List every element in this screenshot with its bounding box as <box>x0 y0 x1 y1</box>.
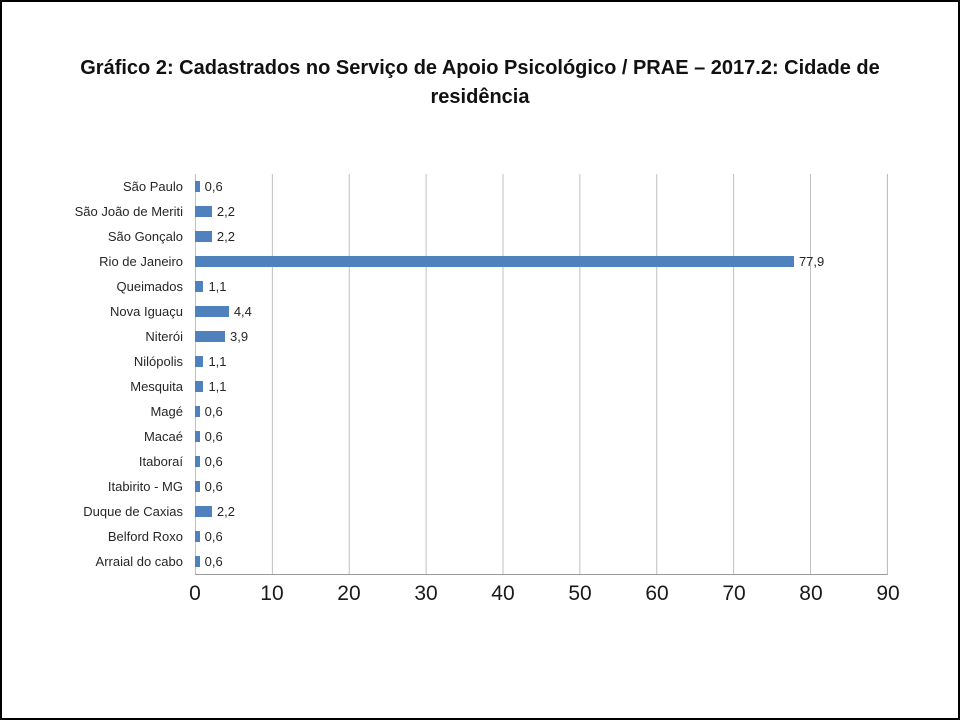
bar-row: 0,6 <box>195 524 887 549</box>
value-label: 0,6 <box>204 429 223 444</box>
category-label: Queimados <box>116 279 183 294</box>
value-label: 0,6 <box>204 554 223 569</box>
value-label: 3,9 <box>229 329 249 344</box>
bar <box>195 306 229 317</box>
value-label: 0,6 <box>204 479 223 494</box>
bar <box>195 206 212 217</box>
value-label: 77,9 <box>798 254 825 269</box>
value-label: 4,4 <box>233 304 252 319</box>
category-label: Rio de Janeiro <box>99 254 183 269</box>
category-label: São João de Meriti <box>74 204 183 219</box>
bar-row: 3,9 <box>195 324 887 349</box>
bar-row: 0,6 <box>195 174 887 199</box>
value-label: 2,2 <box>216 504 235 519</box>
category-label: Niterói <box>145 329 183 344</box>
category-label: Belford Roxo <box>107 529 183 544</box>
category-axis: São Paulo São João de Meriti São Gonçalo Ri… <box>45 174 195 575</box>
bar <box>195 531 200 542</box>
x-tick-label: 70 <box>722 582 746 605</box>
bar <box>195 281 204 292</box>
chart-title: Gráfico 2: Cadastrados no Serviço de Apo… <box>80 57 880 108</box>
bar-row: 2,2 <box>195 499 887 524</box>
bar-row: 0,6 <box>195 424 887 449</box>
bar <box>195 356 204 367</box>
bar-chart: São Paulo São João de Meriti São Gonçalo Ri… <box>45 174 900 611</box>
x-tick-label: 30 <box>414 582 438 605</box>
category-label: Itabirito - MG <box>107 479 183 494</box>
value-label: 1,1 <box>208 354 227 369</box>
x-tick-label: 90 <box>876 582 900 605</box>
value-label: 2,2 <box>216 204 235 219</box>
plot-wrap: São Paulo São João de Meriti São Gonçalo Ri… <box>45 174 888 575</box>
bar-row: 77,9 <box>195 249 887 274</box>
bar-row: 0,6 <box>195 474 887 499</box>
value-label: 0,6 <box>204 454 223 469</box>
x-tick-label: 60 <box>645 582 669 605</box>
x-tick-label: 40 <box>491 582 515 605</box>
bar <box>195 381 204 392</box>
bar-row: 0,6 <box>195 549 887 574</box>
bar <box>195 406 200 417</box>
value-label: 0,6 <box>204 404 223 419</box>
value-label: 0,6 <box>204 529 223 544</box>
category-label: Mesquita <box>130 379 183 394</box>
category-label: Macaé <box>143 429 183 444</box>
x-tick-label: 80 <box>799 582 823 605</box>
x-tick-label: 0 <box>189 582 201 605</box>
bar-row: 0,6 <box>195 399 887 424</box>
bar <box>195 431 200 442</box>
value-label: 2,2 <box>216 229 235 244</box>
value-label: 1,1 <box>208 279 227 294</box>
value-axis: 0 10 20 30 40 50 60 70 80 90 <box>189 575 900 611</box>
bar <box>195 481 200 492</box>
category-label: Nilópolis <box>133 354 183 369</box>
x-tick-label: 50 <box>568 582 592 605</box>
bar <box>195 331 225 342</box>
category-label: Duque de Caxias <box>83 504 183 519</box>
value-label: 0,6 <box>204 179 223 194</box>
bar <box>195 256 794 267</box>
plot-area: 0,6 2,2 2,2 77,9 1,1 4,4 3,9 1,1 1,1 0,6 0,6 0,6 0,6… <box>195 174 888 575</box>
bar-row: 0,6 <box>195 449 887 474</box>
bar-row: 1,1 <box>195 349 887 374</box>
category-label: São Paulo <box>123 179 183 194</box>
bar-row: 2,2 <box>195 224 887 249</box>
category-label: Magé <box>150 404 183 419</box>
bar <box>195 181 200 192</box>
bar-row: 2,2 <box>195 199 887 224</box>
bar <box>195 231 212 242</box>
category-label: Nova Iguaçu <box>110 304 183 319</box>
x-tick-label: 20 <box>337 582 361 605</box>
bar-row: 1,1 <box>195 374 887 399</box>
category-label: São Gonçalo <box>107 229 183 244</box>
category-label: Itaboraí <box>138 454 183 469</box>
bar <box>195 556 200 567</box>
bar-row: 4,4 <box>195 299 887 324</box>
value-label: 1,1 <box>208 379 227 394</box>
bar <box>195 456 200 467</box>
category-label: Arraial do cabo <box>95 554 183 569</box>
bar <box>195 506 212 517</box>
x-tick-label: 10 <box>260 582 284 605</box>
bar-row: 1,1 <box>195 274 887 299</box>
